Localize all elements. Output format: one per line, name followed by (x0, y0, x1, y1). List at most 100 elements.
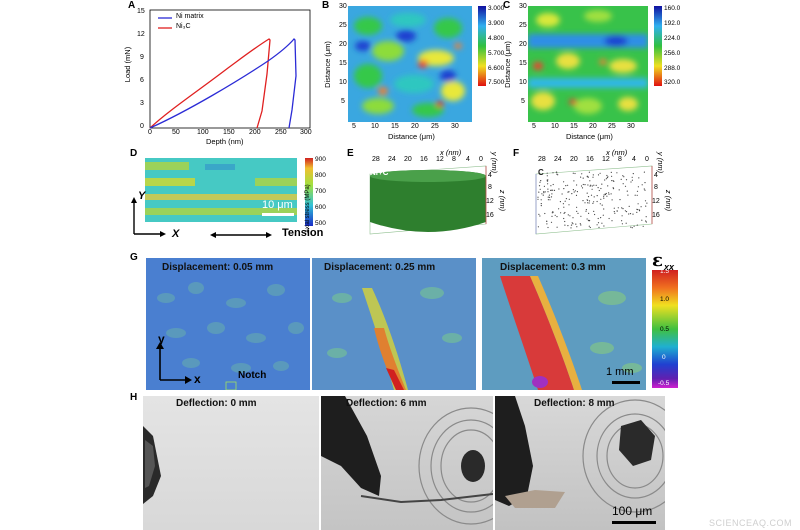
c-cb-label: 288.0 (664, 65, 681, 72)
carbon-atom (546, 175, 548, 177)
g-cb-title: ε (652, 250, 663, 271)
carbon-atom (597, 187, 599, 189)
carbon-atom (568, 191, 570, 193)
displacement-label-3: Displacement: 0.3 mm (500, 262, 606, 273)
carbon-atom (550, 189, 552, 191)
carbon-atom (549, 196, 551, 198)
e-xtick: 20 (404, 156, 412, 163)
carbon-atom (538, 185, 541, 187)
g-axes-icon (156, 342, 192, 384)
panel-label-b: B (322, 0, 330, 11)
carbon-atom (559, 201, 561, 203)
carbon-atom (622, 183, 624, 185)
carbon-atom (603, 196, 605, 198)
b-cb-label: 6.600 (488, 65, 505, 72)
carbon-atom (637, 186, 639, 188)
e-xtick: 12 (436, 156, 444, 163)
carbon-atom (606, 177, 608, 179)
carbon-atom (619, 199, 621, 201)
carbon-atom (540, 203, 542, 205)
carbon-atom (554, 214, 556, 216)
carbon-atom (608, 193, 610, 195)
carbon-atom (587, 196, 590, 198)
carbon-atom (588, 212, 590, 214)
carbon-atom (587, 202, 589, 204)
carbon-atom (624, 210, 626, 212)
d-scalebar (262, 213, 294, 216)
carbon-atom (567, 191, 569, 193)
f-ztick: 16 (652, 212, 660, 219)
carbon-atom (588, 200, 591, 202)
e-xtick: 8 (452, 156, 456, 163)
carbon-atom (540, 199, 542, 201)
carbon-atom (550, 196, 553, 198)
carbon-atom (539, 181, 541, 183)
carbon-atom (628, 213, 630, 215)
strain-map-3 (482, 258, 646, 390)
carbon-atom (544, 212, 546, 215)
carbon-atom (644, 189, 646, 191)
carbon-atom (605, 178, 607, 180)
b-cb-label: 7.500 (488, 79, 505, 86)
carbon-atom (604, 179, 606, 181)
carbon-atom (563, 181, 565, 183)
carbon-atom (623, 176, 625, 178)
e-xtick: 28 (372, 156, 380, 163)
carbon-atom (546, 172, 548, 174)
carbon-atom (621, 220, 623, 222)
carbon-atom (538, 213, 540, 215)
carbon-atom (569, 215, 571, 217)
carbon-atom (589, 185, 591, 187)
carbon-atom (594, 213, 596, 216)
panel-label-h: H (130, 392, 138, 403)
carbon-atom (601, 222, 603, 224)
carbon-atom (552, 172, 554, 174)
strain-map-2 (312, 258, 476, 390)
carbon-atom (616, 172, 618, 174)
colorbar-c (654, 6, 662, 86)
carbon-atom (611, 175, 613, 177)
carbon-atom (587, 184, 589, 186)
b-cb-label: 4.800 (488, 35, 505, 42)
carbon-atom (538, 191, 540, 193)
c-xtick: 15 (570, 123, 578, 130)
c-ytick: 15 (519, 60, 527, 67)
carbon-atom (579, 223, 581, 225)
carbon-atom (600, 187, 602, 190)
carbon-atom (622, 208, 624, 210)
carbon-atom (637, 203, 639, 205)
panel-label-f: F (513, 148, 520, 159)
carbon-atom (577, 212, 579, 214)
b-ytick: 10 (339, 79, 347, 86)
carbon-atom (622, 175, 624, 177)
carbon-atom (556, 226, 558, 228)
carbon-atom (616, 210, 618, 212)
carbon-atom (596, 200, 598, 203)
carbon-atom (636, 211, 638, 213)
carbon-atom (599, 203, 601, 205)
carbon-atom (597, 222, 600, 224)
d-cb-label: 900 (315, 156, 326, 163)
carbon-atom (627, 194, 629, 196)
carbon-atom (633, 225, 635, 227)
h-scalebar-label: 100 μm (612, 504, 653, 518)
carbon-atom (601, 204, 603, 206)
carbon-atom (636, 190, 639, 192)
sem-image-2 (321, 396, 493, 530)
carbon-atom (620, 178, 622, 180)
carbon-atom (612, 187, 614, 189)
carbon-atom (588, 171, 590, 173)
carbon-atom (586, 192, 588, 194)
ni-matrix-curve (149, 38, 297, 129)
carbon-atom (552, 183, 554, 186)
a-xtick: 250 (275, 129, 287, 136)
carbon-atom (641, 219, 643, 221)
c-xtick: 10 (551, 123, 559, 130)
c-ytick: 5 (521, 98, 525, 105)
carbon-atom (576, 191, 578, 193)
carbon-atom (625, 222, 627, 224)
carbon-atom (603, 225, 605, 227)
b-ytick: 30 (339, 3, 347, 10)
carbon-atom (560, 212, 562, 214)
f-xtick: 24 (554, 156, 562, 163)
